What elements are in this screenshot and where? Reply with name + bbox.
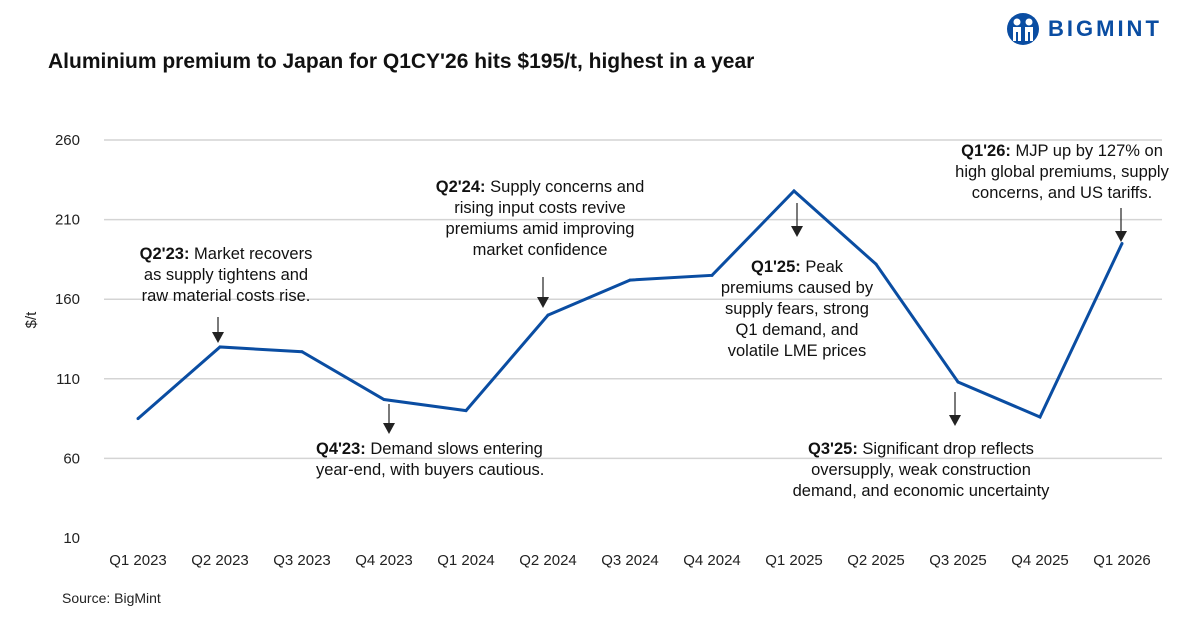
y-tick-label: 160 [55, 291, 80, 308]
annotation-label: Q4'23: [316, 440, 366, 458]
data-point [464, 409, 468, 413]
annotation-arrow-icon [383, 404, 395, 434]
source-note: Source: BigMint [62, 590, 161, 606]
annotation-text: premiums caused by [720, 279, 874, 297]
annotation-label: Q1'26: [961, 142, 1011, 160]
annotation-q2-24: Q2'24: Supply concerns and rising input c… [436, 177, 645, 261]
data-point [956, 380, 960, 384]
y-tick-label: 260 [55, 132, 80, 149]
annotation-text: oversupply, weak construction [811, 461, 1031, 479]
x-tick-label: Q1 2024 [437, 552, 495, 569]
data-point [874, 262, 878, 266]
data-point [300, 350, 304, 354]
annotation-label: Q2'23: [139, 245, 190, 263]
x-tick-label: Q4 2023 [355, 552, 413, 569]
annotation-text: year-end, with buyers cautious. [316, 461, 545, 479]
annotation-text: Q1 demand, and [735, 321, 859, 339]
data-point [1120, 241, 1124, 245]
annotation-arrow-icon [212, 317, 224, 343]
y-tick-label: 60 [63, 450, 80, 467]
data-point [136, 417, 140, 421]
x-tick-label: Q1 2025 [765, 552, 823, 569]
x-tick-label: Q4 2025 [1011, 552, 1069, 569]
logo-text: BIGMINT [1048, 16, 1162, 41]
annotation-text: high global premiums, supply [955, 163, 1169, 181]
x-tick-label: Q3 2025 [929, 552, 987, 569]
x-tick-label: Q2 2023 [191, 552, 249, 569]
annotation-text: demand, and economic uncertainty [792, 482, 1050, 500]
annotation-text: market confidence [472, 241, 608, 259]
chart-title: Aluminium premium to Japan for Q1CY'26 h… [48, 50, 755, 73]
y-tick-label: 210 [55, 212, 80, 229]
annotation-text: supply fears, strong [724, 300, 869, 318]
annotation-text: Market recovers [194, 245, 313, 263]
data-point [218, 345, 222, 349]
annotation-text: Peak [805, 258, 843, 276]
annotation-text: rising input costs revive [454, 199, 626, 217]
annotation-text: premiums amid improving [445, 220, 635, 238]
annotation-text: Demand slows entering [370, 440, 543, 458]
x-tick-label: Q2 2024 [519, 552, 577, 569]
bigmint-people-icon [1007, 13, 1039, 45]
x-tick-label: Q3 2024 [601, 552, 659, 569]
annotation-arrow-icon [791, 203, 803, 237]
annotation-label: Q2'24: [435, 178, 486, 196]
x-tick-label: Q3 2023 [273, 552, 331, 569]
annotation-arrow-icon [949, 392, 961, 426]
annotation-q1-25: Q1'25: Peak premiums caused by supply fear… [721, 257, 873, 362]
y-tick-label: 10 [63, 530, 80, 547]
x-tick-label: Q4 2024 [683, 552, 741, 569]
annotation-q1-26: Q1'26: MJP up by 127% on high global prem… [955, 141, 1169, 204]
annotation-text: as supply tightens and [143, 266, 309, 284]
data-point [1038, 415, 1042, 419]
data-point [710, 273, 714, 277]
annotation-text: Supply concerns and [490, 178, 645, 196]
annotation-label: Q3'25: [808, 440, 858, 458]
y-axis-label: $/t [23, 311, 40, 329]
data-point [628, 278, 632, 282]
annotation-text: concerns, and US tariffs. [971, 184, 1153, 202]
annotation-arrow-icon [1115, 208, 1127, 242]
annotation-q2-23: Q2'23: Market recovers as supply tightens… [140, 244, 313, 307]
x-tick-label: Q2 2025 [847, 552, 905, 569]
data-point [546, 313, 550, 317]
x-tick-label: Q1 2026 [1093, 552, 1151, 569]
data-point [382, 397, 386, 401]
x-tick-label: Q1 2023 [109, 552, 167, 569]
annotation-text: raw material costs rise. [141, 287, 311, 305]
y-tick-label: 110 [56, 371, 80, 388]
annotation-text: MJP up by 127% on [1015, 142, 1163, 160]
annotation-label: Q1'25: [750, 258, 801, 276]
annotation-text: volatile LME prices [727, 342, 867, 360]
annotation-arrow-icon [537, 277, 549, 308]
annotation-q3-25: Q3'25: Significant drop reflects oversupp… [793, 439, 1050, 502]
annotation-q4-23: Q4'23: Demand slows entering year-end, wi… [316, 439, 544, 481]
data-point [792, 189, 796, 193]
bigmint-logo: BIGMINT [1006, 12, 1162, 46]
annotation-text: Significant drop reflects [862, 440, 1034, 458]
